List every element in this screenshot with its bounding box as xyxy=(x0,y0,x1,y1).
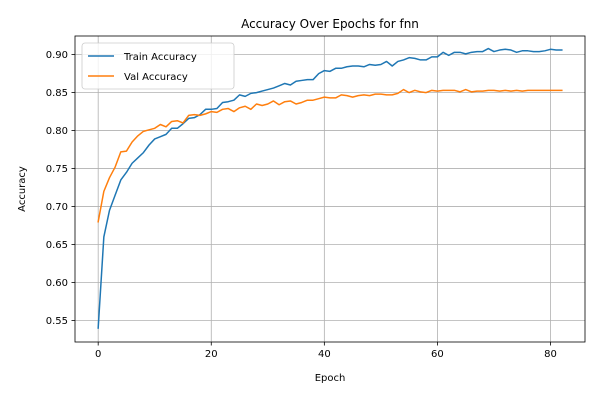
x-tick-label: 60 xyxy=(431,349,444,360)
legend-label-val: Val Accuracy xyxy=(124,72,188,83)
x-tick-label: 40 xyxy=(318,349,331,360)
grid-layer xyxy=(75,36,585,342)
val-accuracy-line xyxy=(97,88,563,223)
ticks-layer: 0 20 40 60 80 0.55 0.60 0.65 0.70 0.75 0.80 0.85 0.9… xyxy=(46,50,557,360)
y-tick-label: 0.85 xyxy=(46,88,68,99)
legend: Train Accuracy Val Accuracy xyxy=(81,42,235,90)
y-tick-label: 0.90 xyxy=(46,50,68,61)
y-tick-label: 0.75 xyxy=(46,164,68,175)
y-tick-label: 0.80 xyxy=(46,126,68,137)
series-layer xyxy=(97,47,563,329)
legend-label-train: Train Accuracy xyxy=(123,52,197,63)
x-tick-label: 0 xyxy=(95,349,101,360)
y-axis-label: Accuracy xyxy=(17,166,28,212)
y-tick-label: 0.60 xyxy=(46,278,68,289)
y-tick-label: 0.55 xyxy=(46,316,68,327)
plot-frame xyxy=(74,35,586,343)
y-tick-label: 0.70 xyxy=(46,202,68,213)
chart-title: Accuracy Over Epochs for fnn xyxy=(241,17,419,31)
x-axis-label: Epoch xyxy=(315,373,346,384)
train-accuracy-line xyxy=(97,47,563,329)
x-tick-label: 20 xyxy=(205,349,218,360)
y-tick-label: 0.65 xyxy=(46,240,68,251)
x-tick-label: 80 xyxy=(544,349,557,360)
legend-box xyxy=(81,42,235,90)
